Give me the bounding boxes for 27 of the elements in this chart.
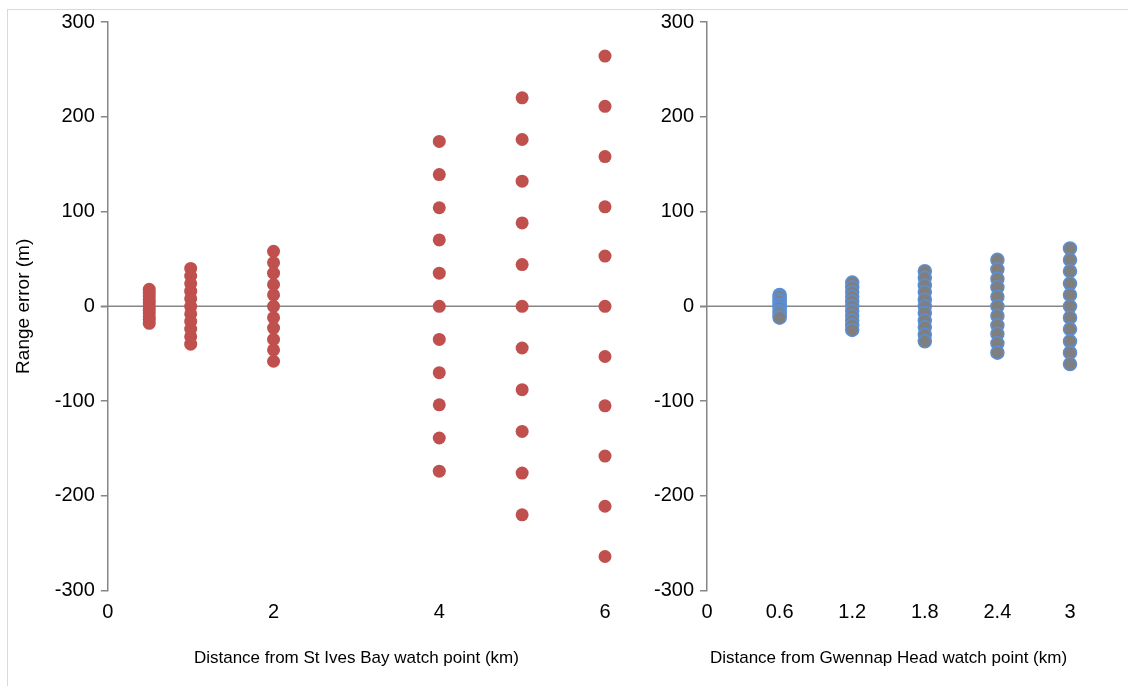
x-tick-label: 0 (701, 600, 713, 623)
y-tick-label: 200 (61, 104, 95, 127)
x-tick-label: 3 (1064, 600, 1076, 623)
x-tick-label: 2.4 (983, 600, 1012, 623)
y-tick-label: 100 (61, 199, 95, 222)
x-axis-title: Distance from St Ives Bay watch point (km) (193, 648, 519, 668)
x-tick-label: 0.6 (765, 600, 794, 623)
y-tick-label: -200 (654, 483, 695, 506)
y-tick-label: 200 (660, 104, 695, 127)
y-tick-label: -300 (654, 578, 695, 601)
y-tick-label: 0 (682, 293, 695, 316)
x-tick-label: 4 (433, 600, 445, 623)
y-tick-label: 100 (660, 199, 695, 222)
y-tick-label: -300 (54, 578, 95, 601)
x-tick-label: 6 (599, 600, 611, 623)
y-tick-label: -100 (54, 388, 95, 411)
y-tick-label: 0 (83, 293, 95, 316)
y-axis-title: Range error (m) (11, 238, 33, 374)
x-tick-label: 1.8 (910, 600, 939, 623)
y-tick-label: 300 (660, 9, 695, 32)
x-tick-label: 2 (267, 600, 280, 623)
y-tick-label: -200 (54, 483, 95, 506)
x-tick-label: 1.2 (838, 600, 867, 623)
x-tick-label: 0 (102, 600, 114, 623)
x-axis-title: Distance from Gwennap Head watch point (km) (709, 648, 1068, 668)
y-tick-label: 300 (61, 9, 95, 32)
y-tick-label: -100 (654, 388, 695, 411)
